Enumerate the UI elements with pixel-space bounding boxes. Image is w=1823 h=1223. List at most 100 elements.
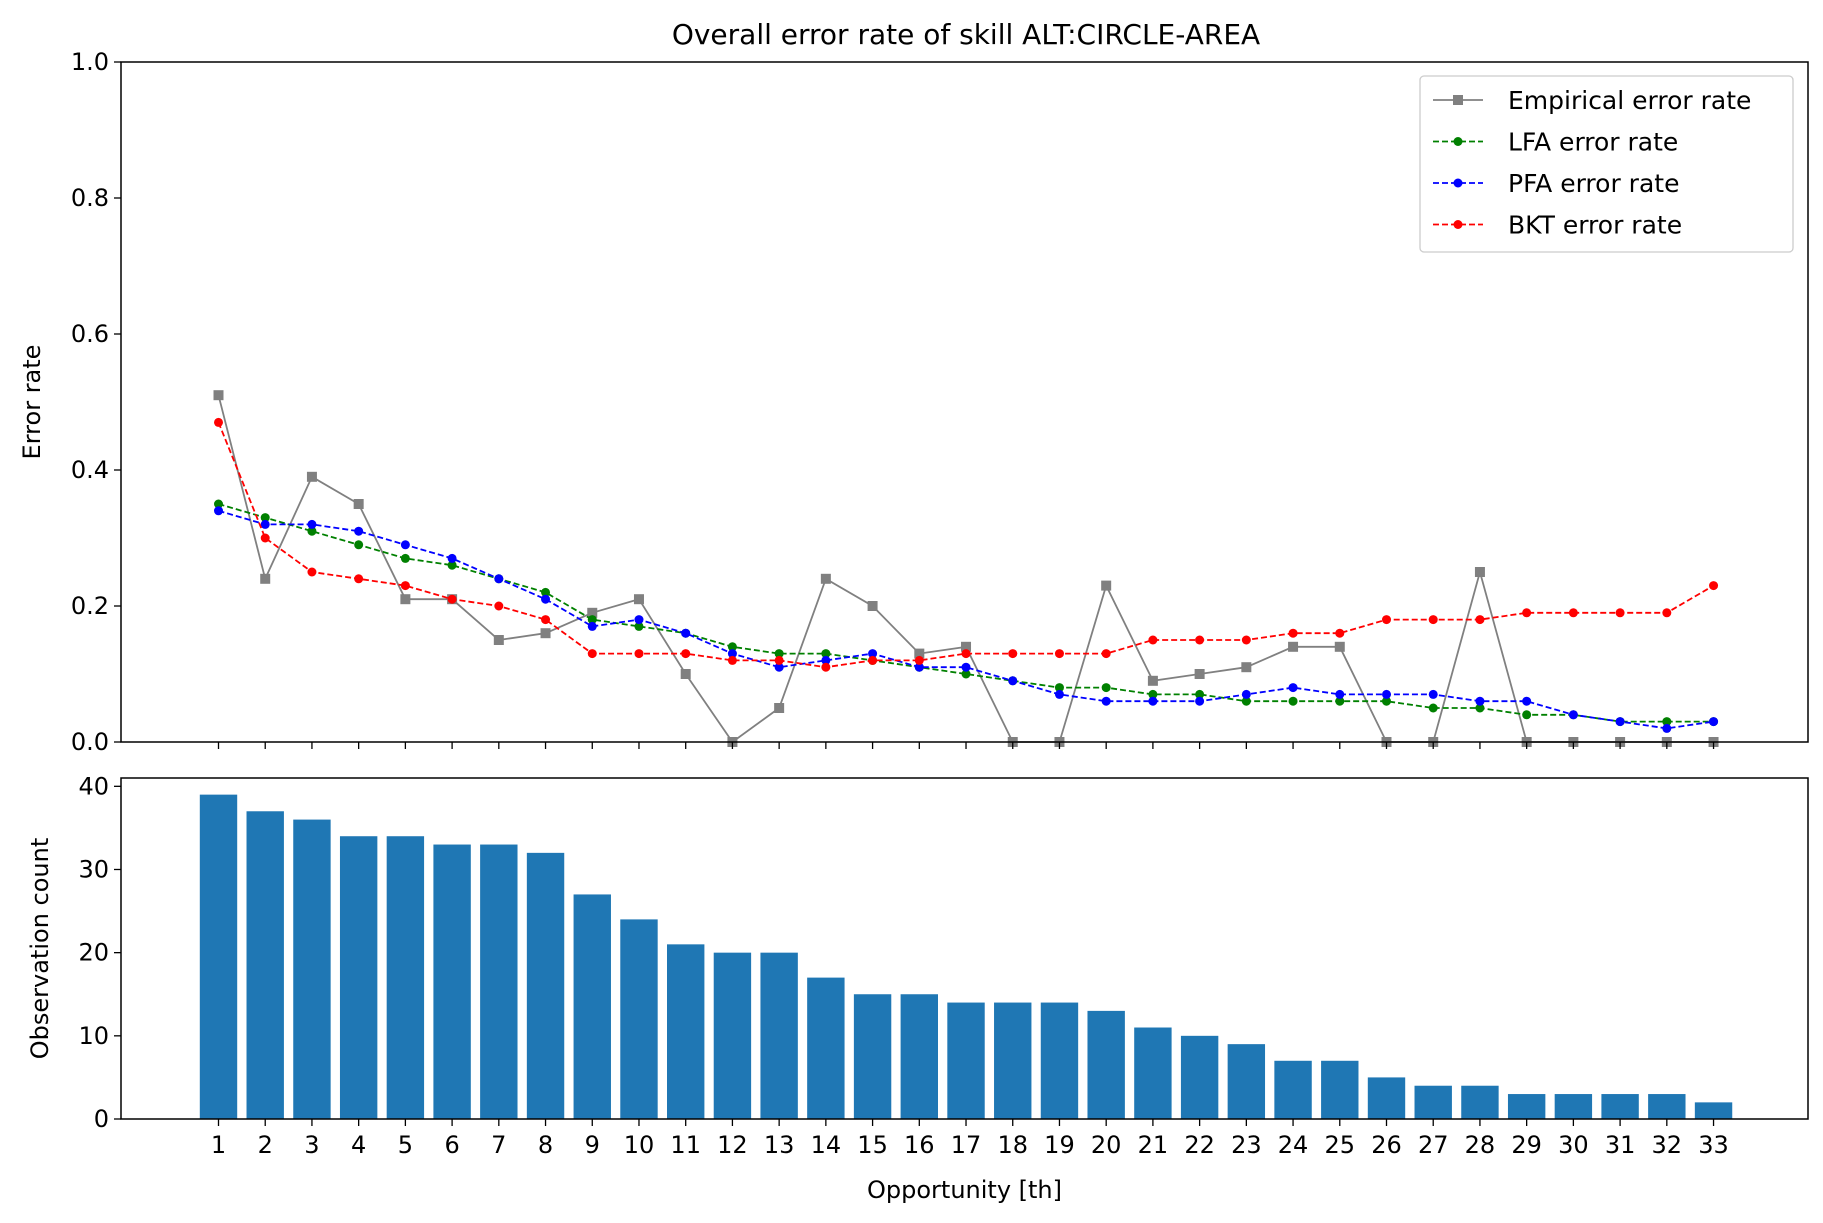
bkt-point bbox=[1241, 635, 1251, 645]
empirical-point bbox=[1101, 580, 1112, 591]
legend-label: PFA error rate bbox=[1508, 169, 1679, 198]
bkt-point bbox=[774, 655, 784, 665]
bkt-point bbox=[1382, 615, 1391, 625]
x-tick-label: 3 bbox=[304, 1131, 319, 1159]
pfa-point bbox=[541, 594, 551, 604]
pfa-point bbox=[1101, 696, 1111, 706]
bar bbox=[620, 919, 658, 1119]
legend-item-bkt: BKT error rate bbox=[1433, 211, 1682, 240]
bar bbox=[199, 794, 238, 1119]
empirical-point bbox=[1288, 641, 1299, 652]
x-tick-label: 32 bbox=[1652, 1131, 1683, 1159]
empirical-point bbox=[260, 573, 271, 584]
bkt-point bbox=[681, 649, 691, 659]
bar bbox=[760, 952, 798, 1119]
error-rate-y-axis-label: Error rate bbox=[18, 345, 46, 460]
pfa-line bbox=[218, 509, 1714, 730]
bar bbox=[1274, 1060, 1312, 1119]
error-rate-y-ticks: 0.0 0.2 0.4 0.6 0.8 1.0 bbox=[71, 48, 121, 756]
pfa-point bbox=[260, 519, 270, 529]
bkt-point bbox=[1148, 635, 1158, 645]
bar bbox=[1321, 1060, 1359, 1119]
opportunity-x-axis-label: Opportunity [th] bbox=[867, 1176, 1062, 1204]
x-tick-label: 24 bbox=[1278, 1131, 1309, 1159]
bkt-point bbox=[1288, 628, 1298, 638]
pfa-point bbox=[214, 506, 223, 516]
lfa-point bbox=[1148, 689, 1158, 699]
bar bbox=[807, 977, 845, 1119]
bar bbox=[1507, 1094, 1546, 1119]
lfa-point bbox=[1428, 703, 1438, 713]
bar bbox=[526, 852, 565, 1119]
bkt-point bbox=[1662, 608, 1672, 618]
pfa-point bbox=[587, 621, 597, 631]
bar bbox=[947, 1002, 985, 1119]
x-tick-label: 22 bbox=[1184, 1131, 1215, 1159]
x-tick-label: 17 bbox=[951, 1131, 982, 1159]
lfa-point bbox=[1475, 703, 1485, 713]
lfa-point bbox=[541, 587, 551, 597]
legend-marker bbox=[1453, 137, 1463, 146]
pfa-point bbox=[400, 540, 410, 550]
pfa-point bbox=[774, 662, 784, 672]
pfa-point bbox=[821, 655, 831, 665]
pfa-point bbox=[1054, 689, 1064, 699]
x-tick-label: 28 bbox=[1465, 1131, 1496, 1159]
bkt-point bbox=[214, 417, 223, 427]
legend-item-empirical: Empirical error rate bbox=[1433, 86, 1751, 115]
bar bbox=[433, 844, 471, 1119]
pfa-point bbox=[961, 662, 971, 672]
pfa-point bbox=[1475, 696, 1485, 706]
bkt-point bbox=[260, 533, 270, 543]
x-tick-label: 5 bbox=[398, 1131, 413, 1159]
pfa-series bbox=[214, 506, 1719, 733]
x-tick-label: 9 bbox=[585, 1131, 600, 1159]
pfa-point bbox=[1522, 696, 1532, 706]
lfa-point bbox=[1288, 696, 1298, 706]
pfa-point bbox=[494, 574, 504, 584]
x-tick-label: 26 bbox=[1371, 1131, 1402, 1159]
x-tick-label: 14 bbox=[811, 1131, 842, 1159]
pfa-point bbox=[1288, 683, 1298, 693]
x-tick-label: 15 bbox=[857, 1131, 888, 1159]
lfa-point bbox=[821, 649, 831, 659]
pfa-point bbox=[1568, 710, 1578, 720]
pfa-point bbox=[1008, 676, 1018, 686]
pfa-point bbox=[1195, 696, 1205, 706]
pfa-point bbox=[447, 553, 457, 563]
bar bbox=[1040, 1002, 1079, 1119]
lfa-point bbox=[727, 642, 737, 652]
bar bbox=[1087, 1010, 1125, 1119]
pfa-point bbox=[868, 649, 878, 659]
empirical-point bbox=[587, 607, 598, 618]
x-tick-label: 13 bbox=[764, 1131, 795, 1159]
bkt-point bbox=[541, 615, 551, 625]
empirical-point bbox=[1474, 567, 1485, 577]
bar bbox=[853, 994, 892, 1119]
bar bbox=[386, 836, 425, 1119]
pfa-point bbox=[727, 649, 737, 659]
bar bbox=[667, 944, 705, 1119]
pfa-point bbox=[634, 615, 644, 625]
lfa-point bbox=[354, 540, 364, 550]
bar bbox=[246, 811, 284, 1119]
error-rate-x-ticks bbox=[217, 742, 1715, 749]
x-tick-label: 12 bbox=[717, 1131, 748, 1159]
lfa-point bbox=[214, 499, 223, 509]
bkt-point bbox=[494, 601, 504, 611]
pfa-point bbox=[914, 662, 924, 672]
x-tick-label: 4 bbox=[351, 1131, 366, 1159]
empirical-point bbox=[1194, 669, 1205, 679]
lfa-point bbox=[634, 621, 644, 631]
bar bbox=[339, 836, 378, 1119]
pfa-point bbox=[1382, 689, 1391, 699]
x-tick-label: 10 bbox=[624, 1131, 655, 1159]
bar bbox=[480, 844, 518, 1119]
chart-title: Overall error rate of skill ALT:CIRCLE-A… bbox=[672, 18, 1260, 51]
legend-item-pfa: PFA error rate bbox=[1433, 169, 1679, 198]
x-tick-label: 20 bbox=[1091, 1131, 1122, 1159]
x-tick-label: 29 bbox=[1511, 1131, 1542, 1159]
bar bbox=[713, 952, 752, 1119]
legend-item-lfa: LFA error rate bbox=[1433, 128, 1678, 157]
legend-label: BKT error rate bbox=[1508, 211, 1682, 240]
